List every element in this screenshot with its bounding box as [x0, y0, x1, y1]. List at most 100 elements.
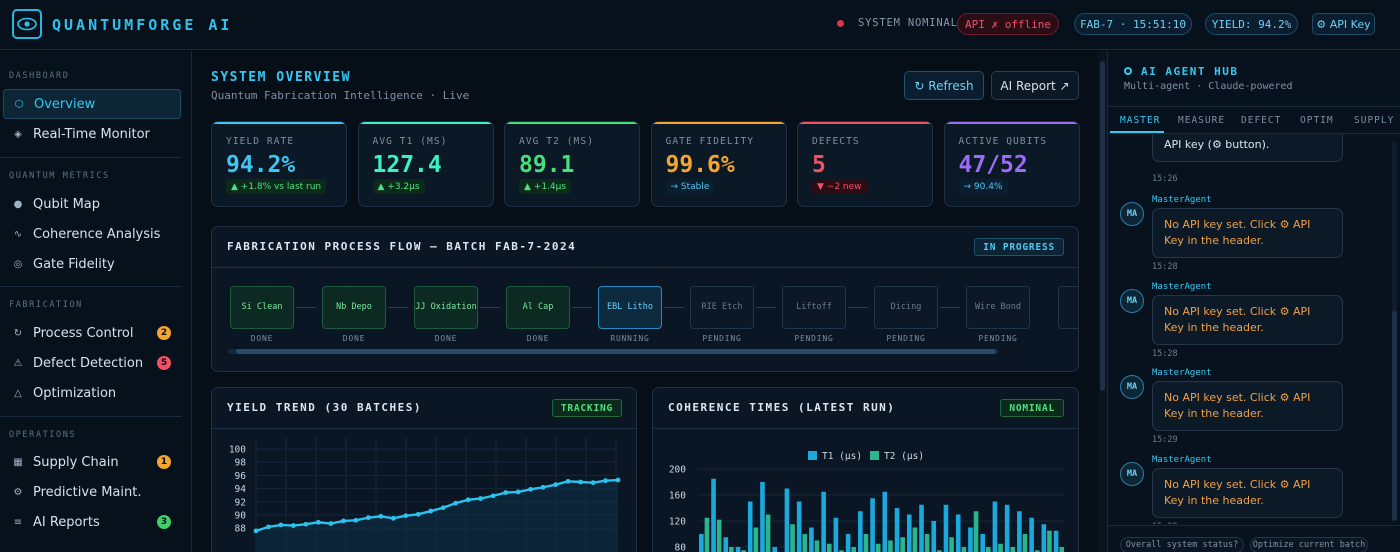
- sidebar-item-process-control[interactable]: ↻ Process Control 2: [3, 318, 181, 348]
- sidebar-item-ai-reports[interactable]: ≡ AI Reports 3: [3, 507, 181, 537]
- y-tick-label: 120: [669, 517, 686, 528]
- process-step[interactable]: Dicing: [874, 286, 938, 329]
- tab-optim[interactable]: OPTIM: [1300, 115, 1334, 126]
- process-step[interactable]: EBL Litho: [598, 286, 662, 329]
- process-step[interactable]: Liftoff: [782, 286, 846, 329]
- sidebar-item-real-time-monitor[interactable]: ◈ Real-Time Monitor: [3, 119, 181, 149]
- main-content: SYSTEM OVERVIEW Quantum Fabrication Inte…: [193, 51, 1098, 552]
- yield-point: [478, 496, 484, 501]
- sidebar-section-title: QUANTUM METRICS: [9, 171, 110, 181]
- yield-point: [328, 521, 334, 526]
- sidebar-item-supply-chain[interactable]: ▦ Supply Chain 1: [3, 447, 181, 477]
- t2-bar: [1059, 547, 1064, 552]
- agent-avatar: MA: [1120, 288, 1144, 313]
- flow-arrow: [572, 307, 592, 308]
- app-title: QUANTUMFORGE AI: [52, 16, 233, 34]
- yield-point: [390, 515, 396, 521]
- main-scrollbar[interactable]: [1098, 51, 1107, 552]
- yield-point: [365, 515, 371, 521]
- sidebar-item-coherence-analysis[interactable]: ∿ Coherence Analysis: [3, 219, 181, 249]
- tab-defect[interactable]: DEFECT: [1241, 115, 1282, 126]
- yield-point: [578, 479, 583, 485]
- tracking-badge: TRACKING: [551, 399, 622, 417]
- kpi-accent-bar: [212, 122, 346, 124]
- suggestion-chip[interactable]: Overall system status?: [1120, 537, 1244, 552]
- t1-bar: [699, 534, 704, 552]
- t2-bar: [753, 527, 759, 552]
- ai-report-button[interactable]: AI Report ↗: [991, 71, 1079, 100]
- y-tick-label: 92: [235, 497, 246, 508]
- tab-supply[interactable]: SUPPLY: [1354, 115, 1395, 126]
- tab-master[interactable]: MASTER: [1120, 115, 1161, 126]
- chat-message: No API key set. Click ⚙ API Key in the h…: [1152, 208, 1343, 258]
- divider: [1108, 133, 1400, 134]
- scrollbar-thumb[interactable]: [236, 349, 996, 354]
- process-step[interactable]: Nb Depo: [322, 286, 386, 329]
- kpi-card: ACTIVE QUBITS 47/52 → 90.4%: [943, 121, 1080, 207]
- divider: [1108, 525, 1400, 526]
- yield-trend-title: YIELD TREND (30 BATCHES): [227, 401, 422, 414]
- yield-point: [590, 480, 596, 486]
- agent-hub-title: AI AGENT HUB: [1141, 65, 1239, 78]
- tab-measure[interactable]: MEASURE: [1178, 115, 1226, 126]
- chat-scrollbar[interactable]: [1392, 141, 1397, 521]
- chat-message: No API key set. Click ⚙ API Key in the h…: [1152, 381, 1343, 431]
- process-step[interactable]: Si Clean: [230, 286, 294, 329]
- hexagon-icon: ⬡: [14, 98, 24, 110]
- process-step[interactable]: Al Cap: [506, 286, 570, 329]
- process-step[interactable]: JJ Oxidation: [414, 286, 478, 329]
- sidebar-item-gate-fidelity[interactable]: ◎ Gate Fidelity: [3, 249, 181, 279]
- kpi-card: AVG T1 (MS) 127.4 ▲ +3.2μs: [357, 121, 494, 207]
- sidebar-item-optimization[interactable]: △ Optimization: [3, 378, 181, 408]
- kpi-change: → Stable: [665, 179, 715, 194]
- y-tick-label: 100: [229, 445, 246, 456]
- yield-point: [603, 478, 608, 484]
- yield-point: [515, 489, 521, 495]
- t2-bar: [741, 550, 746, 552]
- count-badge: 2: [157, 326, 171, 340]
- yield-point: [565, 478, 571, 484]
- flow-arrow: [664, 307, 684, 308]
- sidebar-divider: [0, 286, 182, 287]
- chat-sender: MasterAgent: [1152, 368, 1212, 378]
- sidebar-item-qubit-map[interactable]: ● Qubit Map: [3, 189, 181, 219]
- y-tick-label: 200: [669, 465, 686, 476]
- api-key-button[interactable]: ⚙ API Key: [1312, 13, 1375, 35]
- scrollbar-thumb[interactable]: [1100, 61, 1105, 391]
- sidebar-item-label: Qubit Map: [33, 196, 100, 212]
- yield-point: [378, 513, 384, 519]
- sidebar-section-title: DASHBOARD: [9, 71, 70, 81]
- yield-point: [415, 511, 421, 517]
- process-step-partial[interactable]: [1058, 286, 1078, 329]
- sidebar-item-defect-detection[interactable]: ⚠ Defect Detection 5: [3, 348, 181, 378]
- process-step[interactable]: Wire Bond: [966, 286, 1030, 329]
- page-subtitle: Quantum Fabrication Intelligence · Live: [211, 89, 470, 102]
- kpi-label: AVG T2 (MS): [519, 136, 595, 147]
- process-step[interactable]: RIE Etch: [690, 286, 754, 329]
- suggestion-chip[interactable]: Optimize current batch: [1250, 537, 1368, 552]
- dot-icon: ●: [13, 198, 23, 210]
- sidebar-item-overview[interactable]: ⬡ Overview: [3, 89, 181, 119]
- refresh-button[interactable]: ↻ Refresh: [904, 71, 984, 100]
- process-step-status: DONE: [526, 334, 550, 343]
- kpi-card: AVG T2 (MS) 89.1 ▲ +1.4μs: [504, 121, 640, 207]
- process-status-badge: IN PROGRESS: [974, 238, 1064, 256]
- agent-status-icon: [1124, 67, 1132, 75]
- divider: [1108, 106, 1400, 107]
- sidebar-item-predictive-maint[interactable]: ⚙ Predictive Maint.: [3, 477, 181, 507]
- sidebar-divider: [0, 416, 182, 417]
- t1-bar: [894, 508, 900, 552]
- sidebar-item-label: Defect Detection: [33, 355, 144, 371]
- t2-bar: [1034, 550, 1040, 552]
- scrollbar-thumb[interactable]: [1392, 311, 1397, 521]
- sidebar-item-label: Predictive Maint.: [33, 484, 142, 500]
- sidebar-item-label: Overview: [34, 96, 96, 112]
- t2-bar: [985, 547, 991, 552]
- t1-bar: [809, 527, 814, 552]
- yield-point: [453, 500, 459, 506]
- kpi-change: ▲ +1.8% vs last run: [226, 179, 327, 194]
- horizontal-scrollbar[interactable]: [228, 349, 998, 354]
- yield-point: [340, 518, 346, 524]
- kpi-label: AVG T1 (MS): [372, 136, 448, 147]
- t2-bar: [973, 511, 979, 552]
